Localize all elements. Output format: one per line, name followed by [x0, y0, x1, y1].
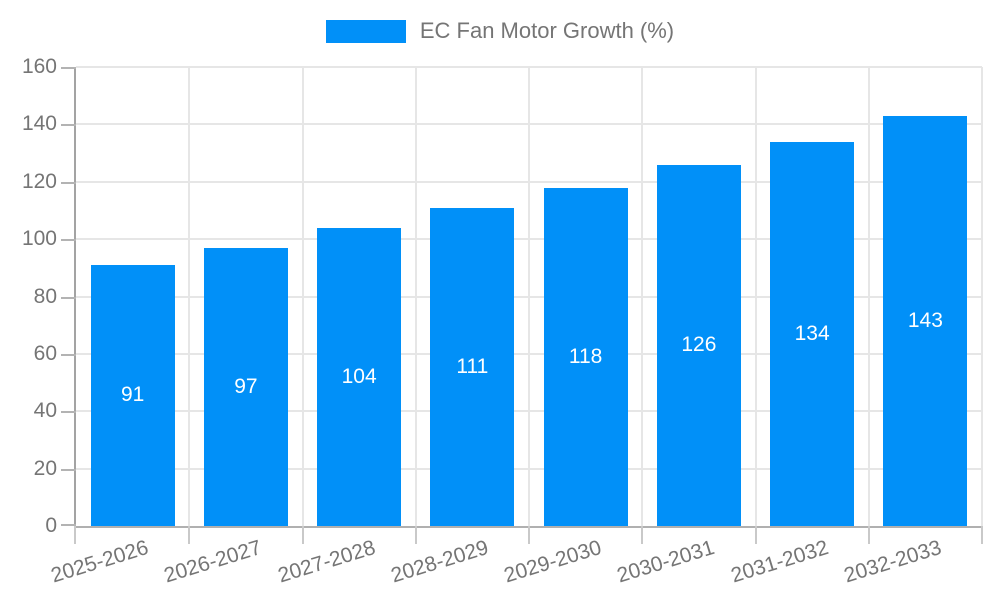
x-tick-mark	[414, 526, 417, 544]
x-tick-mark	[74, 526, 76, 544]
y-tick-label: 0	[45, 514, 57, 537]
x-tick-mark	[867, 526, 870, 544]
y-tick-label: 160	[21, 55, 57, 78]
x-tick-mark	[754, 526, 757, 544]
y-tick-mark	[61, 239, 76, 242]
legend-label: EC Fan Motor Growth (%)	[419, 18, 675, 43]
bar-value-label: 97	[234, 374, 258, 398]
x-tick-label: 2026-2027	[161, 536, 265, 588]
y-tick-mark	[61, 124, 76, 127]
v-gridline	[528, 67, 530, 526]
x-tick-label: 2025-2026	[48, 536, 152, 588]
v-gridline	[188, 67, 191, 526]
bar: 118	[543, 187, 628, 526]
bar: 97	[203, 247, 288, 526]
bar: 134	[770, 141, 855, 526]
bar-value-label: 118	[568, 344, 603, 368]
y-tick-label: 20	[33, 456, 57, 480]
y-tick-label: 40	[33, 399, 57, 423]
x-tick-label: 2027-2028	[275, 536, 378, 588]
x-tick-label: 2031-2032	[728, 536, 831, 588]
y-tick-label: 60	[33, 341, 57, 365]
bar-value-label: 111	[456, 354, 489, 378]
x-tick-mark	[981, 526, 983, 544]
v-gridline	[981, 67, 983, 526]
bar-value-label: 126	[681, 333, 717, 357]
bar: 111	[430, 207, 515, 526]
y-tick-label: 100	[21, 227, 57, 251]
bar-value-label: 91	[120, 383, 145, 407]
y-tick-label: 80	[33, 284, 57, 308]
v-gridline	[867, 67, 870, 526]
x-tick-label: 2030-2031	[614, 536, 718, 588]
v-gridline	[754, 67, 757, 526]
v-gridline	[301, 67, 304, 526]
y-tick-mark	[61, 524, 76, 526]
legend: EC Fan Motor Growth (%)	[0, 18, 1000, 44]
y-tick-label: 140	[21, 112, 57, 136]
y-tick-mark	[61, 181, 76, 184]
x-tick-label: 2029-2030	[501, 536, 605, 588]
bar: 126	[656, 164, 741, 526]
x-tick-mark	[641, 526, 644, 544]
x-tick-mark	[188, 526, 191, 544]
x-tick-mark	[528, 526, 530, 544]
y-tick-label: 120	[21, 169, 57, 193]
y-tick-mark	[61, 468, 76, 471]
y-tick-mark	[61, 67, 76, 69]
bar-value-label: 134	[794, 321, 830, 345]
plot-area: 0 20 40 60 80 100 120 140 160 91 97 104 111 118 126 134…	[22, 56, 983, 587]
bar: 104	[317, 227, 402, 526]
x-tick-mark	[301, 526, 304, 544]
bar-value-label: 143	[907, 308, 943, 332]
bar: 143	[883, 115, 968, 526]
v-gridline	[414, 67, 417, 526]
y-tick-mark	[61, 411, 76, 414]
y-tick-mark	[61, 353, 76, 356]
y-tick-mark	[61, 296, 76, 299]
bar-value-label: 104	[341, 364, 377, 388]
legend-swatch	[325, 19, 406, 43]
x-tick-label: 2032-2033	[841, 536, 945, 588]
v-gridline	[641, 67, 644, 526]
bar: 91	[90, 264, 175, 526]
x-tick-label: 2028-2029	[388, 536, 492, 588]
